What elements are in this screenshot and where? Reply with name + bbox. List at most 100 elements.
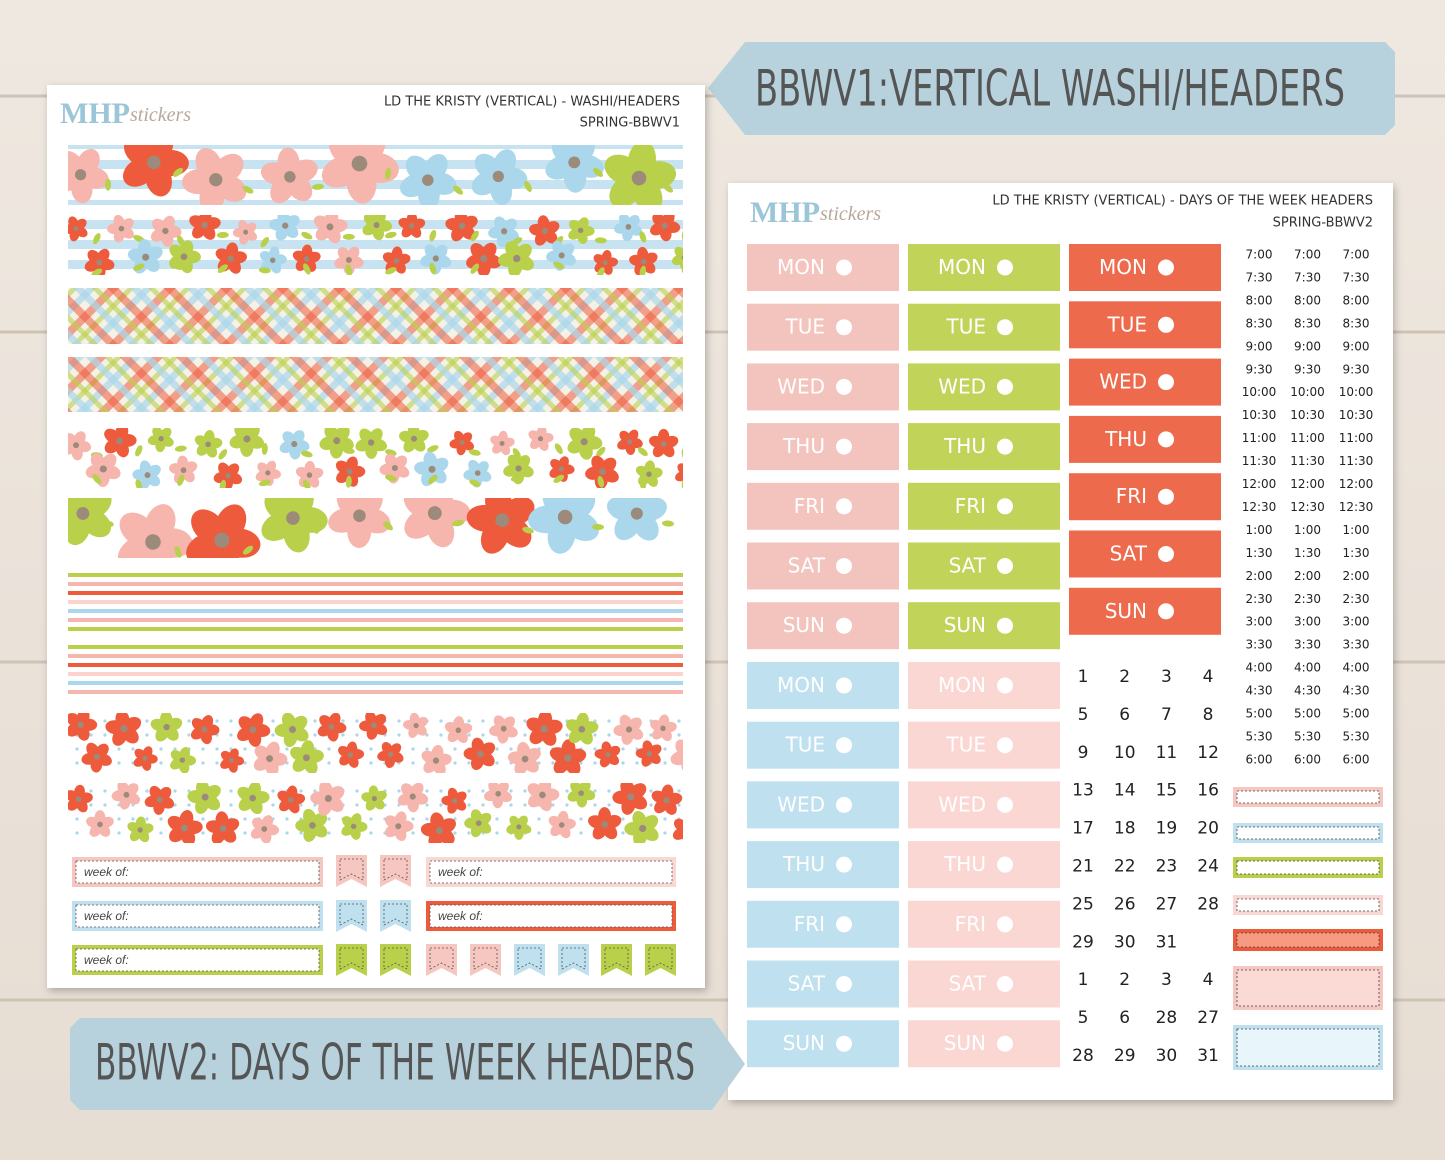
- flag: [558, 944, 589, 976]
- flower: [464, 809, 492, 838]
- leaf: [258, 479, 271, 487]
- date-label: 22: [1114, 857, 1136, 877]
- flower: [355, 428, 388, 459]
- flower-center: [432, 757, 440, 764]
- flower-center: [158, 436, 164, 442]
- time-label: 10:00: [1290, 385, 1325, 399]
- leaf: [524, 180, 532, 192]
- flower: [403, 498, 471, 548]
- petal: [295, 467, 311, 479]
- day-label: SAT: [949, 554, 987, 578]
- flower-center: [458, 222, 466, 230]
- leaf: [593, 167, 603, 177]
- day-sticker: [908, 960, 1060, 1008]
- day-sticker: [908, 602, 1060, 650]
- flower: [317, 713, 347, 742]
- day-sticker: [747, 781, 899, 829]
- date-label: 11: [1156, 743, 1178, 763]
- petal: [430, 812, 445, 832]
- petal: [637, 246, 649, 263]
- flag-inner: [473, 947, 498, 970]
- flower: [274, 713, 309, 748]
- day-dot: [836, 916, 852, 933]
- flower: [507, 741, 541, 773]
- time-label: 5:00: [1343, 707, 1370, 721]
- flag-inner: [383, 903, 408, 926]
- week-label: week of:: [84, 865, 129, 879]
- time-label: 11:30: [1290, 454, 1325, 468]
- date-label: 29: [1114, 1046, 1136, 1066]
- day-dot: [997, 916, 1013, 933]
- day-sticker: [908, 542, 1060, 590]
- time-label: 8:00: [1246, 293, 1273, 307]
- flower-center: [97, 821, 103, 828]
- flower: [397, 783, 429, 813]
- date-label: 28: [1156, 1008, 1178, 1028]
- date-label: 14: [1114, 781, 1136, 801]
- flower-center: [93, 753, 100, 760]
- flower: [635, 740, 662, 767]
- week-box-inner: [75, 948, 320, 972]
- flower: [68, 784, 93, 813]
- flag-inner: [429, 947, 454, 970]
- flower-center: [145, 534, 161, 550]
- flower-center: [422, 174, 434, 186]
- day-sticker: [747, 363, 899, 411]
- flower: [463, 459, 492, 488]
- flower-center: [432, 255, 439, 262]
- banner-text: BBWV1:VERTICAL WASHI/HEADERS: [755, 60, 1345, 118]
- flower: [237, 783, 270, 815]
- petal: [670, 751, 683, 766]
- day-dot: [1158, 259, 1174, 276]
- day-sticker: [908, 721, 1060, 769]
- flower-center: [537, 436, 544, 442]
- petal: [632, 810, 647, 830]
- flower-center: [627, 793, 635, 801]
- petal: [215, 811, 229, 830]
- time-label: 6:00: [1294, 752, 1321, 766]
- flower-center: [605, 752, 611, 758]
- petal: [444, 722, 459, 734]
- stripe: [68, 663, 683, 667]
- leaf: [300, 450, 313, 458]
- flower: [651, 784, 683, 815]
- flower-center: [347, 752, 354, 758]
- time-label: 2:00: [1343, 569, 1370, 583]
- flower: [105, 713, 142, 746]
- day-label: MON: [777, 673, 825, 697]
- time-label: 5:00: [1294, 707, 1321, 721]
- time-label: 5:30: [1294, 729, 1321, 743]
- date-label: 25: [1072, 894, 1094, 914]
- flower: [398, 215, 426, 238]
- time-label: 2:30: [1294, 592, 1321, 606]
- petal: [382, 252, 398, 264]
- day-label: TUE: [946, 315, 987, 339]
- time-label: 7:30: [1343, 270, 1370, 284]
- day-label: MON: [938, 673, 986, 697]
- leaf: [384, 167, 392, 180]
- flower-center: [162, 227, 169, 235]
- flower-center: [209, 173, 223, 187]
- time-label: 2:00: [1294, 569, 1321, 583]
- flag: [514, 944, 545, 976]
- week-box-inner: [75, 860, 320, 884]
- flower-center: [557, 509, 573, 525]
- time-label: 2:30: [1343, 592, 1370, 606]
- flower-center: [393, 257, 400, 264]
- stripe: [68, 600, 683, 604]
- leaf: [174, 546, 182, 558]
- flower: [127, 239, 163, 274]
- flower: [68, 713, 98, 741]
- day-label: FRI: [955, 494, 986, 518]
- time-label: 1:00: [1246, 523, 1273, 537]
- flower-center: [201, 221, 208, 229]
- date-label: 17: [1072, 819, 1094, 839]
- stripe: [68, 627, 683, 631]
- stripe: [68, 609, 683, 613]
- petal: [673, 818, 683, 832]
- petal: [409, 713, 420, 727]
- day-label: THU: [943, 852, 986, 876]
- leaf: [639, 478, 646, 488]
- flower-center: [225, 472, 231, 479]
- leaf: [639, 265, 646, 275]
